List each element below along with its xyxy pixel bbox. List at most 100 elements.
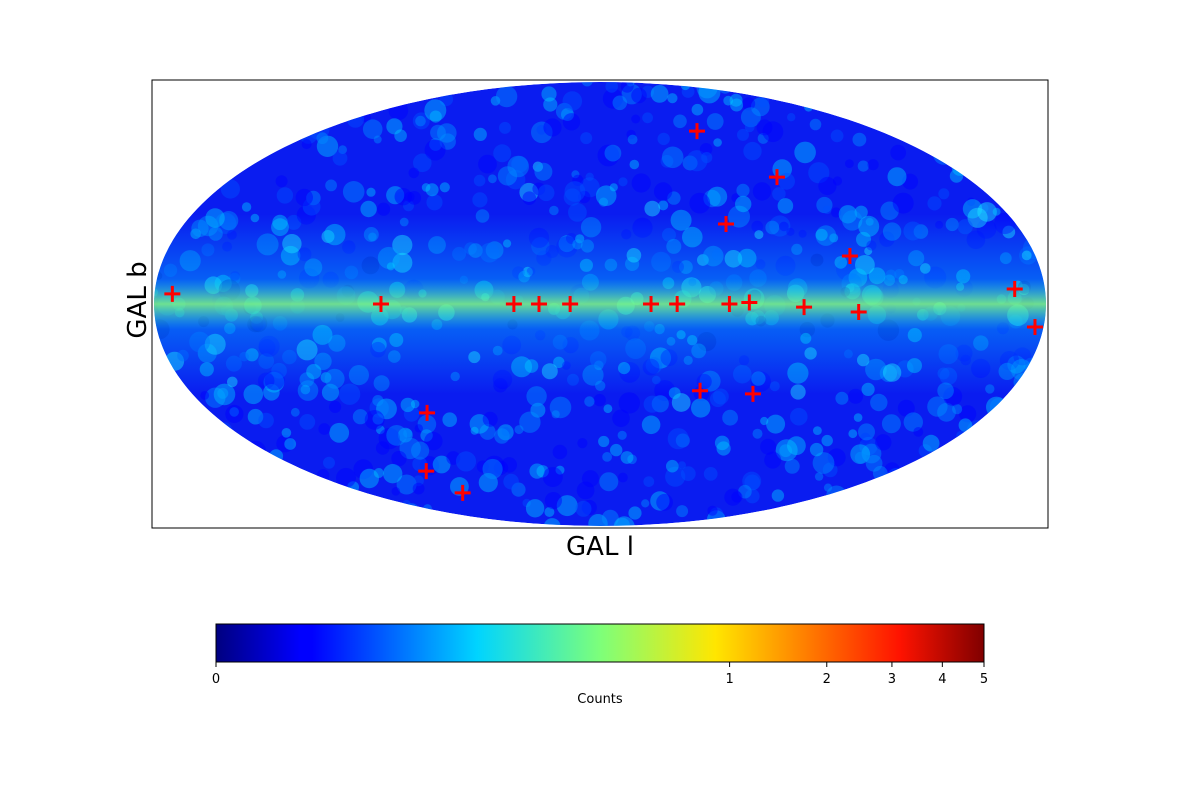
texture-blob <box>446 451 461 465</box>
texture-blob <box>656 493 673 511</box>
texture-blob <box>691 398 711 418</box>
texture-blob <box>745 488 760 504</box>
texture-blob <box>501 457 517 473</box>
texture-blob <box>628 506 642 520</box>
texture-blob <box>1003 104 1020 122</box>
texture-blob <box>316 469 330 482</box>
texture-blob <box>373 468 384 478</box>
texture-blob <box>383 464 403 484</box>
texture-blob <box>812 452 835 474</box>
texture-blob <box>154 371 165 392</box>
texture-blob <box>853 413 863 422</box>
texture-blob <box>933 482 941 491</box>
texture-blob <box>430 124 446 141</box>
source-marker <box>418 463 435 480</box>
texture-blob <box>562 113 581 131</box>
texture-blob <box>766 414 786 434</box>
texture-blob <box>772 187 786 201</box>
texture-blob <box>1011 499 1033 521</box>
texture-blob <box>966 197 976 206</box>
texture-blob <box>581 470 599 488</box>
texture-blob <box>823 483 833 492</box>
texture-blob <box>846 94 857 105</box>
texture-blob <box>407 191 422 205</box>
y-axis-label: GAL b <box>123 261 153 338</box>
texture-blob <box>196 495 205 504</box>
texture-blob <box>576 481 595 500</box>
texture-blob <box>680 82 691 91</box>
texture-blob <box>286 470 300 484</box>
texture-blob <box>938 188 950 200</box>
texture-blob <box>984 456 994 466</box>
texture-blob <box>602 88 624 109</box>
texture-blob <box>284 438 297 450</box>
texture-blob <box>965 452 974 461</box>
texture-blob <box>807 82 828 101</box>
texture-blob <box>861 443 882 464</box>
source-marker <box>744 385 761 402</box>
texture-blob <box>556 495 578 517</box>
texture-blob <box>240 85 263 107</box>
texture-blob <box>756 119 773 136</box>
texture-blob <box>762 121 784 143</box>
texture-blob <box>860 432 871 444</box>
texture-blob <box>220 179 240 199</box>
texture-blob <box>667 93 678 104</box>
texture-blob <box>666 459 679 473</box>
texture-blob <box>296 82 309 90</box>
texture-blob <box>426 194 443 211</box>
texture-blob <box>342 514 362 526</box>
texture-blob <box>602 452 612 462</box>
texture-blob <box>204 130 226 152</box>
texture-blob <box>653 182 673 201</box>
texture-blob <box>429 138 442 151</box>
texture-blob <box>644 200 661 217</box>
texture-blob <box>488 174 497 184</box>
texture-blob <box>369 500 388 519</box>
texture-blob <box>424 99 447 122</box>
sources <box>164 123 1043 501</box>
texture-blob <box>229 407 239 417</box>
texture-blob <box>764 451 782 469</box>
texture-blob <box>424 431 443 451</box>
texture-blob <box>650 85 669 103</box>
texture-blob <box>958 144 969 156</box>
texture-blob <box>549 396 572 419</box>
texture-blob <box>661 146 684 169</box>
texture-blob <box>298 82 317 100</box>
texture-blob <box>362 119 383 139</box>
texture-blob <box>232 132 249 148</box>
texture-blob <box>808 162 830 184</box>
texture-blob <box>260 467 276 483</box>
texture-blob <box>302 197 321 216</box>
texture-blob <box>598 197 609 207</box>
texture-blob <box>196 94 211 109</box>
texture-blob <box>979 497 993 510</box>
texture-blob <box>439 182 450 193</box>
texture-blob <box>276 435 294 453</box>
texture-blob <box>588 514 608 526</box>
texture-blob <box>709 391 726 408</box>
texture-blob <box>499 121 511 134</box>
texture-blob <box>233 133 244 144</box>
texture-blob <box>787 436 806 456</box>
texture-blob <box>999 130 1021 152</box>
texture-blob <box>760 438 777 455</box>
texture-blob <box>579 177 600 198</box>
texture-blob <box>1002 125 1022 145</box>
texture-blob <box>575 500 592 517</box>
texture-blob <box>913 427 924 437</box>
texture-blob <box>172 391 190 409</box>
texture-blob <box>414 424 423 433</box>
texture-blob <box>680 466 696 482</box>
texture-blob <box>1015 143 1026 154</box>
texture-blob <box>429 110 442 123</box>
texture-blob <box>316 135 339 157</box>
texture-blob <box>207 102 216 110</box>
texture-blob <box>899 125 911 138</box>
texture-blob <box>671 393 691 412</box>
texture-blob <box>994 460 1007 473</box>
texture-blob <box>543 518 561 526</box>
texture-blob <box>667 428 689 450</box>
source-marker <box>164 285 181 302</box>
